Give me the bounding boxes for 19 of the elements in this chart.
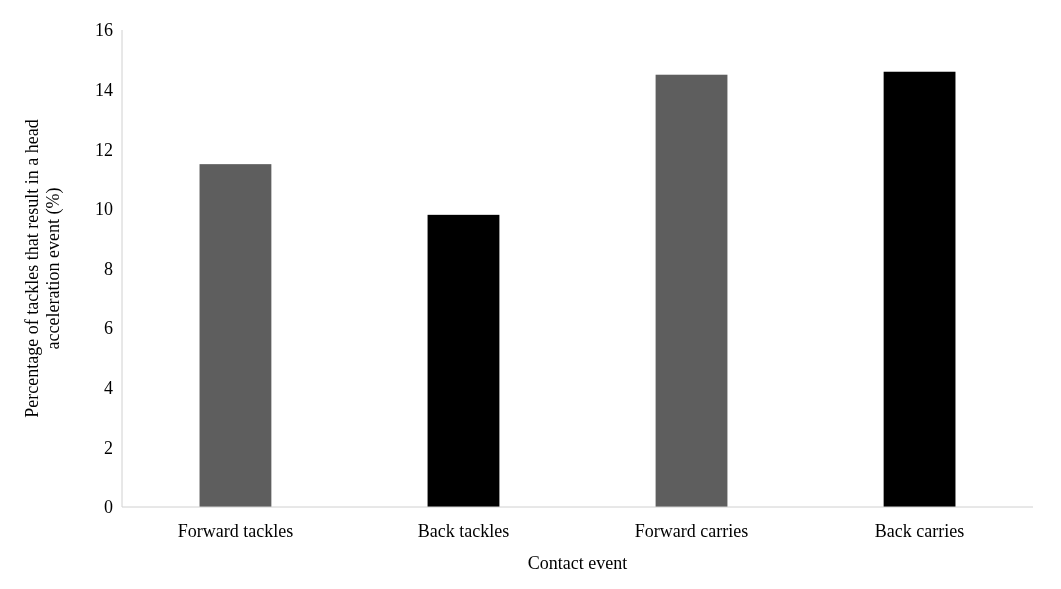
- y-tick-label: 6: [104, 318, 113, 339]
- y-tick-label: 0: [104, 497, 113, 518]
- x-tick-label: Forward tackles: [177, 521, 294, 541]
- bar: [199, 164, 272, 507]
- y-tick-label: 14: [95, 79, 113, 100]
- x-axis-title: Contact event: [527, 553, 628, 573]
- bar: [883, 71, 956, 507]
- y-tick-label: 2: [104, 437, 113, 458]
- bar: [655, 74, 728, 507]
- y-tick-label: 4: [104, 378, 113, 399]
- x-tick-label: Back carries: [874, 521, 965, 541]
- y-tick-label: 12: [95, 139, 113, 160]
- x-tick-label: Back tackles: [417, 521, 510, 541]
- bar: [427, 214, 500, 507]
- y-tick-label: 16: [95, 20, 113, 41]
- y-tick-label: 8: [104, 258, 113, 279]
- y-axis-title: Percentage of tackles that result in a head acceleration event (%): [22, 119, 64, 418]
- y-tick-label: 10: [95, 199, 113, 220]
- x-tick-label: Forward carries: [634, 521, 749, 541]
